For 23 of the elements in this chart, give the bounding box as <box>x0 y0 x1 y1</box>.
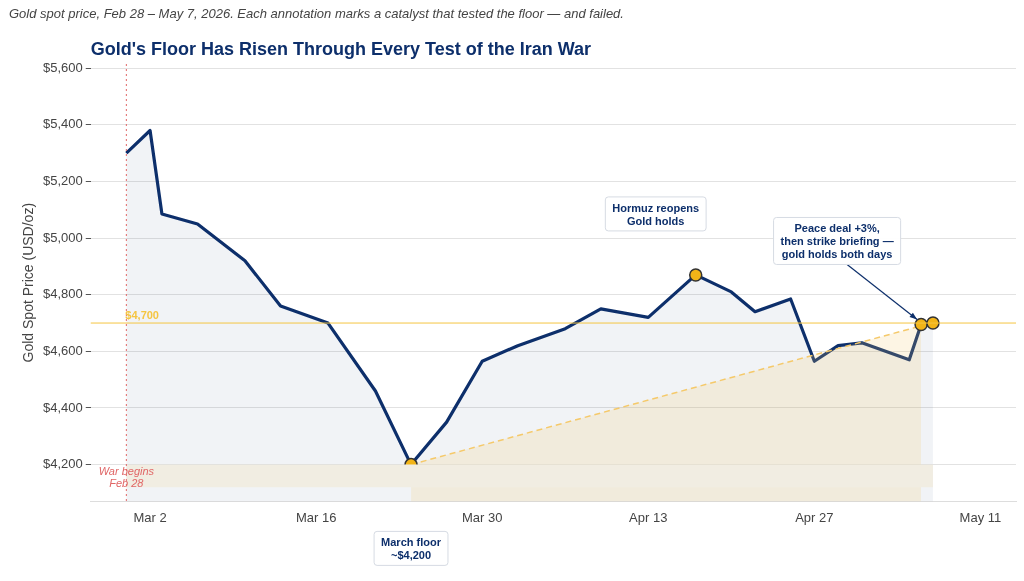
annotation: Peace deal +3%, then strike briefing — gold holds both days <box>780 222 894 261</box>
x-tick-label: Mar 30 <box>461 509 503 525</box>
y-tick-label: $5,000 <box>43 229 83 245</box>
annotation: Hormuz reopens Gold holds <box>612 201 700 227</box>
text: March floor ~$4,200 <box>381 536 442 562</box>
chart-subtitle: Gold spot price, Feb 28 – May 7, 2026. Each annotation marks a catalyst that tested the floor — and failed. <box>9 6 624 21</box>
x-tick-label: Apr 13 <box>629 509 668 525</box>
x-tick-label: Mar 16 <box>295 509 337 525</box>
y-tick-label: $4,400 <box>43 399 83 415</box>
y-tick-label: $5,400 <box>43 116 83 132</box>
x-tick-label: Mar 2 <box>133 509 167 525</box>
y-tick-label: $4,600 <box>43 342 83 358</box>
y-tick-label: $5,200 <box>43 173 83 189</box>
ref-line-label: War begins Feb 28 <box>98 465 155 490</box>
y-tick-label: $5,600 <box>43 59 83 75</box>
x-tick-label: Apr 27 <box>795 509 834 525</box>
y-tick-label: $4,800 <box>43 286 83 302</box>
x-tick-label: May 11 <box>959 509 1002 525</box>
point <box>688 268 703 282</box>
ref-line-label: $4,700 <box>125 309 159 322</box>
chart-title: Gold's Floor Has Risen Through Every Test of the Iran War <box>90 39 592 59</box>
y-tick-label: $4,200 <box>43 456 83 472</box>
y-axis-title: Gold Spot Price (USD/oz) <box>20 202 36 363</box>
